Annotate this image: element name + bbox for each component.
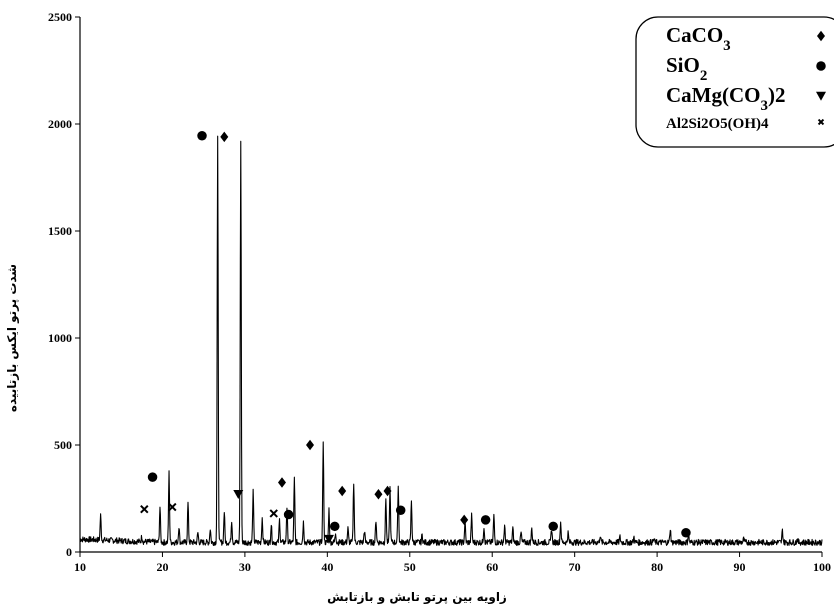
y-tick-label: 2500 [48, 10, 72, 24]
x-tick-label: 30 [239, 560, 251, 574]
y-tick-label: 1000 [48, 331, 72, 345]
x-axis-title: زاویه بین پرتو تابش و بازتابش [327, 590, 507, 605]
diamond-marker [220, 131, 229, 143]
diamond-marker [460, 514, 469, 526]
circle-marker [681, 527, 691, 538]
x-tick-label: 10 [74, 560, 86, 574]
y-tick-label: 0 [66, 545, 72, 559]
circle-marker [395, 505, 406, 516]
triangle-marker [816, 91, 826, 101]
legend-box [635, 16, 834, 148]
x-tick-label: 80 [651, 560, 663, 574]
diamond-marker [383, 485, 392, 497]
axes: 10 20 30 40 50 60 70 80 90 1000500100015002000250… [48, 10, 831, 574]
legend-label: SiO2 [666, 53, 707, 84]
circle-marker [283, 509, 294, 520]
x-marker [269, 509, 278, 518]
legend-label: CaMg(CO3)2 [666, 83, 785, 114]
y-tick-label: 2000 [48, 117, 72, 131]
x-tick-label: 40 [321, 560, 333, 574]
x-tick-label: 90 [734, 560, 746, 574]
series-line [79, 135, 823, 546]
circle-marker [480, 515, 491, 525]
x-tick-label: 100 [813, 560, 831, 574]
circle-marker [197, 131, 207, 141]
y-tick-label: 500 [54, 438, 72, 452]
diamond-marker [338, 485, 347, 497]
x-marker [168, 502, 177, 512]
y-tick-label: 1500 [48, 224, 72, 238]
x-tick-label: 20 [156, 560, 168, 574]
plot-area [79, 131, 823, 546]
x-tick-label: 50 [404, 560, 416, 574]
circle-marker [330, 521, 340, 532]
x-tick-label: 60 [486, 560, 498, 574]
x-tick-label: 70 [569, 560, 581, 574]
x-marker [140, 504, 149, 514]
circle-marker [548, 521, 558, 532]
diamond-marker [306, 439, 315, 451]
diamond-marker [817, 30, 825, 42]
diamond-marker [374, 488, 383, 500]
circle-marker [816, 61, 826, 71]
triangle-marker [323, 534, 334, 544]
diamond-marker [277, 477, 286, 488]
x-marker [817, 118, 825, 126]
triangle-marker [233, 489, 244, 499]
legend-label: CaCO3 [666, 23, 731, 54]
y-axis-title: شدت پرتو ایکس بازتابیده [5, 264, 20, 412]
legend-label: Al2Si2O5(OH)4 [666, 116, 769, 132]
circle-marker [147, 472, 158, 482]
